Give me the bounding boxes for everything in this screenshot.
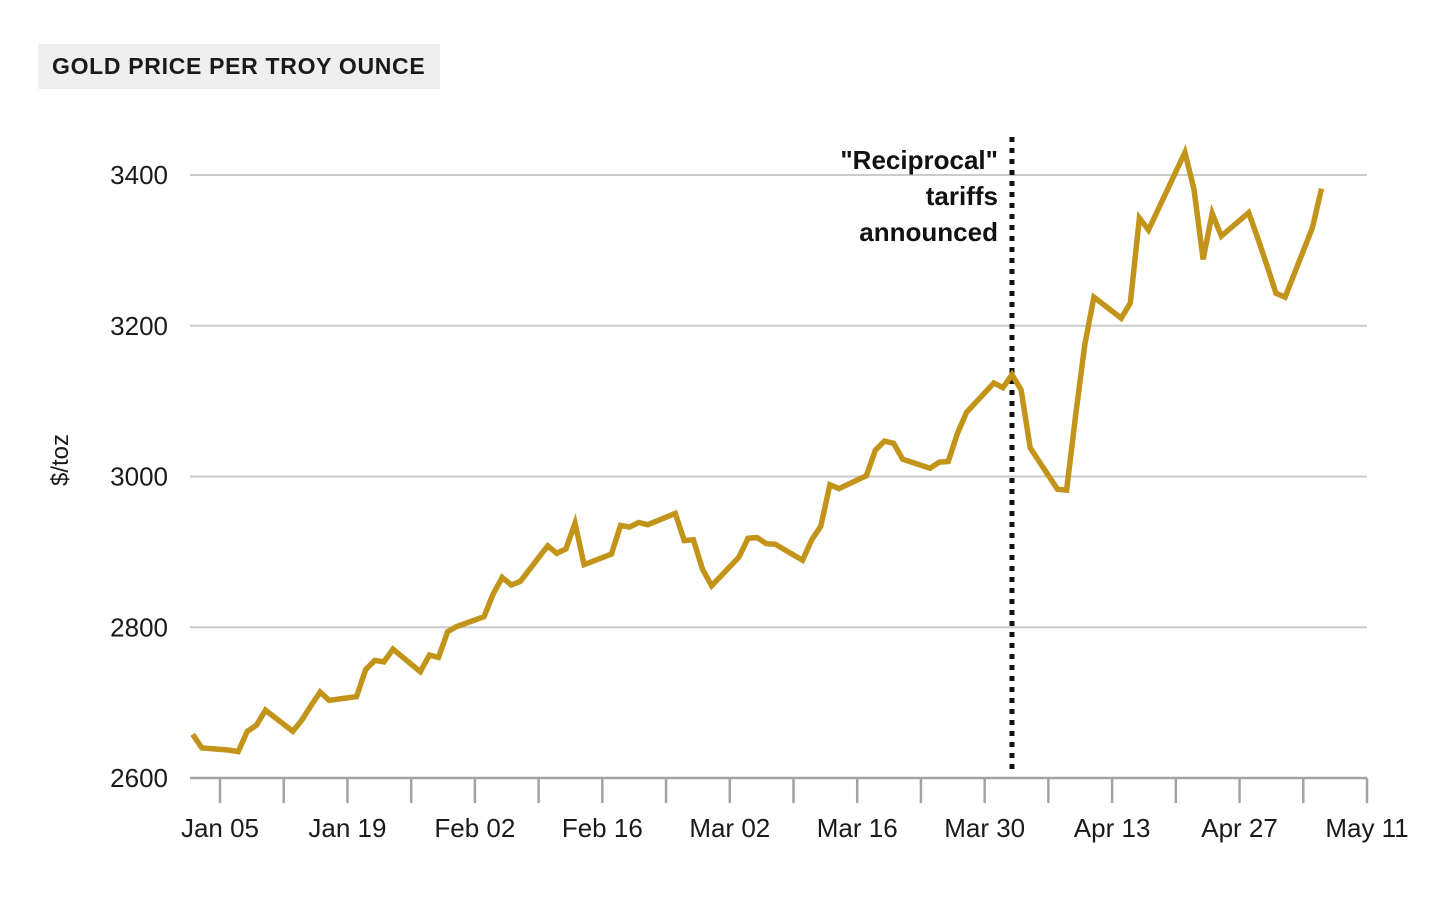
x-tick-label: Apr 13 xyxy=(1074,813,1151,843)
y-tick-label: 2600 xyxy=(110,763,168,793)
chart-title-label: GOLD PRICE PER TROY OUNCE xyxy=(52,53,426,79)
x-tick-label: May 11 xyxy=(1325,813,1408,843)
tariffs-annotation-text: "Reciprocal" xyxy=(840,145,998,175)
y-tick-label: 3200 xyxy=(110,311,168,341)
x-tick-label: Apr 27 xyxy=(1201,813,1278,843)
y-tick-label: 3400 xyxy=(110,160,168,190)
x-tick-label: Feb 02 xyxy=(434,813,515,843)
tariffs-annotation-text: announced xyxy=(859,217,998,247)
y-axis-title: $/toz xyxy=(47,434,74,486)
x-tick-label: Mar 16 xyxy=(817,813,898,843)
y-tick-label: 2800 xyxy=(110,612,168,642)
x-tick-label: Mar 02 xyxy=(689,813,770,843)
x-tick-label: Mar 30 xyxy=(944,813,1025,843)
x-tick-label: Jan 05 xyxy=(181,813,259,843)
y-tick-label: 3000 xyxy=(110,462,168,492)
tariffs-annotation-text: tariffs xyxy=(926,181,998,211)
gold-price-line xyxy=(190,144,1325,755)
x-tick-label: Feb 16 xyxy=(562,813,643,843)
x-tick-label: Jan 19 xyxy=(308,813,386,843)
chart-title: GOLD PRICE PER TROY OUNCE xyxy=(38,44,441,89)
